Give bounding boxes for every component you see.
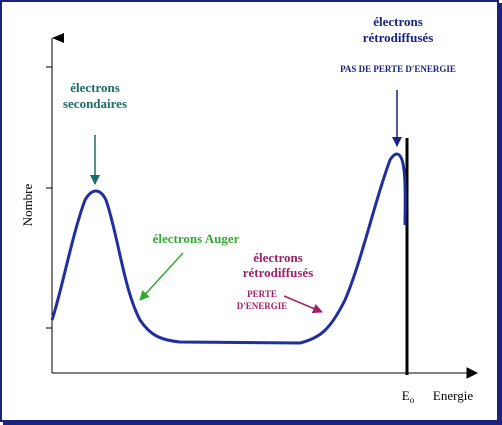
label: électrons: [373, 14, 423, 29]
label: secondaires: [63, 96, 127, 111]
edge-letter: E: [402, 388, 410, 403]
label: rétrodiffusés: [243, 265, 314, 280]
x-arrow: [466, 367, 479, 379]
label-auger: électrons Auger: [153, 231, 240, 246]
y-label: Nombre: [20, 183, 35, 226]
note: PAS DE PERTE D'ENERGIE: [340, 64, 456, 74]
annotation-loss: électrons rétrodiffusés PERTE D'ENERGIE: [237, 250, 314, 311]
x-label: Energie: [433, 388, 473, 403]
note: D'ENERGIE: [237, 301, 288, 311]
frame-shadow: [3, 421, 502, 425]
annotation-elastic: électrons rétrodiffusés PAS DE PERTE D'E…: [340, 14, 456, 74]
label: électrons: [70, 80, 120, 95]
note: PERTE: [247, 289, 277, 299]
label: rétrodiffusés: [363, 30, 434, 45]
arrow: [283, 295, 323, 314]
edge-label: Eo: [402, 388, 415, 405]
spectrum-curve: [50, 152, 407, 345]
frame-shadow: [498, 3, 502, 425]
edge-sub: o: [410, 395, 415, 405]
label: électrons: [253, 250, 303, 265]
annotation-secondary: électrons secondaires: [63, 80, 127, 111]
arrow: [139, 252, 184, 301]
